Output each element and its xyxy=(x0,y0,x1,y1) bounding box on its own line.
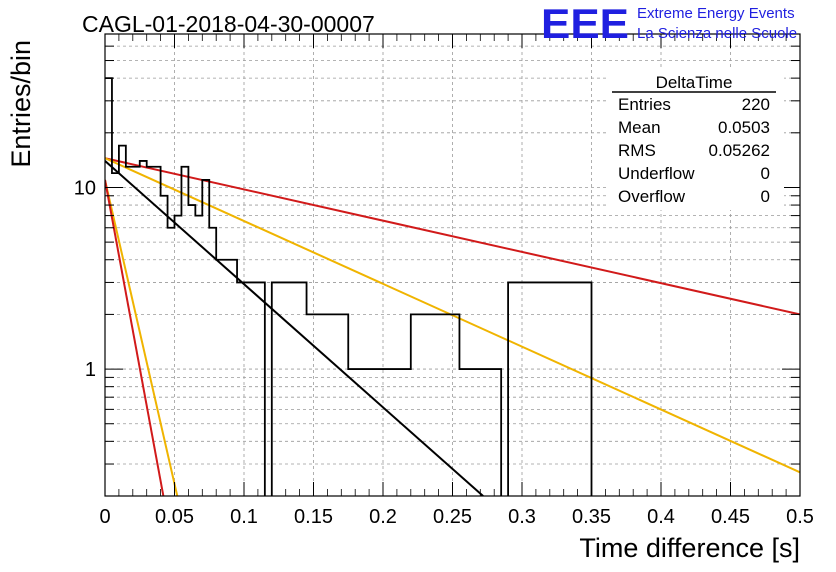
y-axis-label: Entries/bin xyxy=(6,40,36,168)
x-tick-label: 0.2 xyxy=(369,506,397,528)
axis-ticks xyxy=(104,33,801,497)
x-tick-label: 0.25 xyxy=(433,506,472,528)
fit-line xyxy=(105,157,800,316)
chart-title: CAGL-01-2018-04-30-00007 xyxy=(82,11,375,37)
stats-underflow-value: 0 xyxy=(761,164,770,183)
y-tick-label: 1 xyxy=(85,359,96,381)
stats-overflow-value: 0 xyxy=(761,187,770,206)
x-tick-label: 0.5 xyxy=(786,506,814,528)
x-tick-labels: 0 0.05 0.1 0.15 0.2 0.25 0.3 0.35 0.4 0.45 0.5 xyxy=(99,506,813,528)
x-tick-label: 0.4 xyxy=(647,506,675,528)
stats-entries-value: 220 xyxy=(742,95,770,114)
fit-line xyxy=(105,179,165,496)
x-tick-label: 0.3 xyxy=(508,506,536,528)
y-tick-label: 10 xyxy=(74,177,96,199)
fit-line xyxy=(105,179,179,496)
x-tick-label: 0.15 xyxy=(294,506,333,528)
eee-logo-line2: La Scienza nelle Scuole xyxy=(637,25,797,42)
eee-logo-mark: EEE xyxy=(541,0,629,47)
stats-mean-label: Mean xyxy=(618,118,661,137)
stats-entries-label: Entries xyxy=(618,95,671,114)
stats-box-background xyxy=(608,70,784,210)
stats-rms-value: 0.05262 xyxy=(709,141,770,160)
stats-mean-value: 0.0503 xyxy=(718,118,770,137)
stats-box: DeltaTime Entries 220 Mean 0.0503 RMS 0.… xyxy=(608,70,784,210)
y-tick-labels: 1 10 xyxy=(74,177,96,381)
stats-rms-label: RMS xyxy=(618,141,656,160)
stats-underflow-label: Underflow xyxy=(618,164,695,183)
x-tick-label: 0.1 xyxy=(230,506,258,528)
stats-overflow-label: Overflow xyxy=(618,187,686,206)
x-tick-label: 0.05 xyxy=(155,506,194,528)
x-tick-label: 0.35 xyxy=(572,506,611,528)
eee-logo-line1: Extreme Energy Events xyxy=(637,5,795,22)
x-tick-label: 0 xyxy=(99,506,110,528)
histogram-series xyxy=(105,77,593,496)
eee-logo: EEE Extreme Energy Events La Scienza nel… xyxy=(541,0,797,47)
x-axis-label: Time difference [s] xyxy=(579,533,800,563)
histogram-outline xyxy=(105,77,593,496)
stats-box-title: DeltaTime xyxy=(656,73,733,92)
fit-line xyxy=(105,160,484,496)
x-tick-label: 0.45 xyxy=(711,506,750,528)
